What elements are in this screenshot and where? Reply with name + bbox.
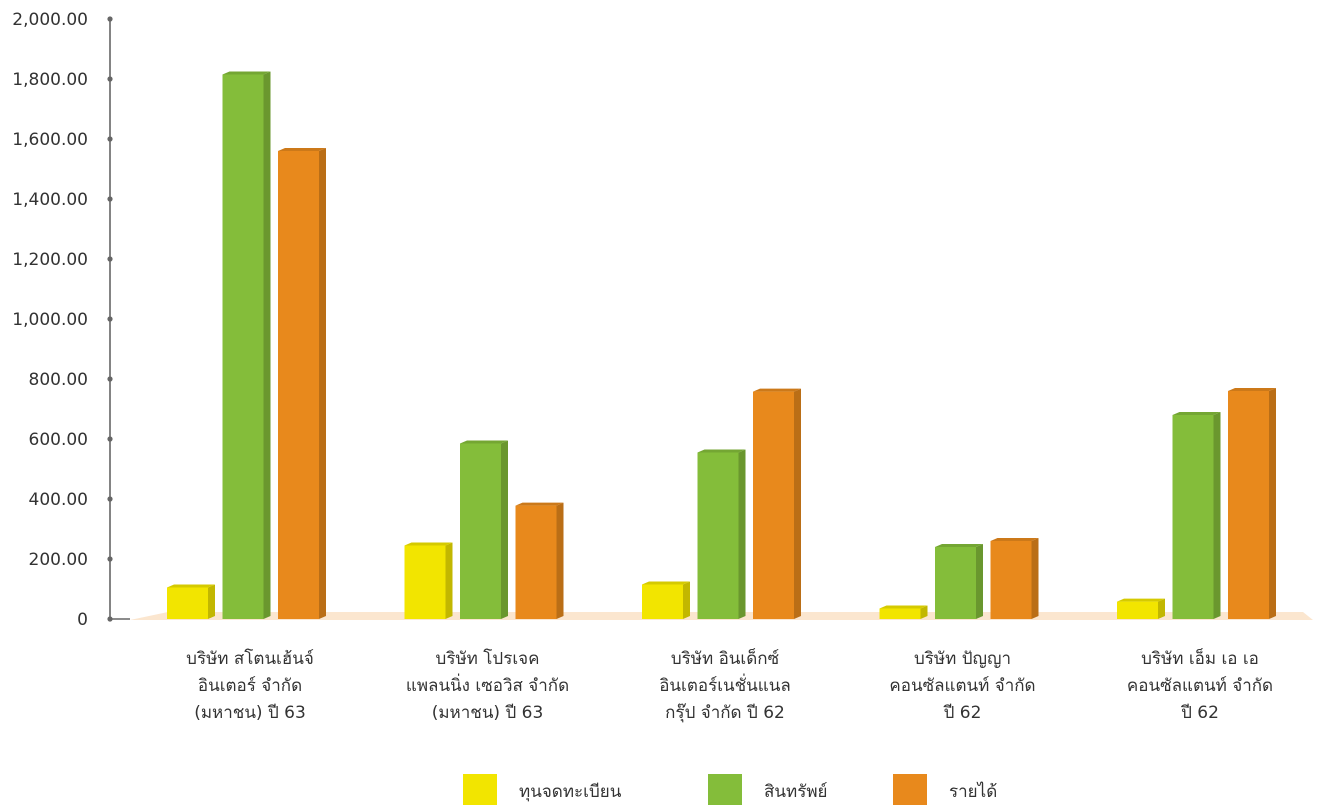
y-tick-label: 2,000.00 bbox=[12, 10, 88, 30]
y-tick-label: 200.00 bbox=[29, 550, 88, 570]
bar bbox=[1228, 388, 1276, 619]
bar bbox=[697, 449, 746, 619]
y-tick-label: 1,200.00 bbox=[12, 250, 88, 270]
y-tick-label: 1,000.00 bbox=[12, 310, 88, 330]
y-tick-mark bbox=[107, 136, 113, 142]
y-tick-mark bbox=[107, 196, 113, 202]
bar bbox=[879, 605, 928, 619]
y-tick-label: 1,400.00 bbox=[12, 190, 88, 210]
y-tick-label: 600.00 bbox=[29, 430, 88, 450]
category-label: บริษัท เอ็ม เอ เอคอนซัลแตนท์ จำกัดปี 62 bbox=[1127, 647, 1273, 723]
category-label: บริษัท โปรเจคแพลนนิ่ง เซอวิส จำกัด(มหาชน… bbox=[406, 648, 569, 723]
y-tick-mark bbox=[107, 496, 113, 502]
bar bbox=[278, 148, 326, 619]
bar bbox=[515, 502, 564, 619]
category-label: บริษัท อินเด็กซ์อินเตอร์เนชั่นแนลกรุ๊ป จ… bbox=[659, 647, 791, 723]
y-tick-mark bbox=[107, 76, 113, 82]
y-tick-label: 0 bbox=[77, 610, 88, 630]
bar bbox=[404, 542, 453, 619]
bar bbox=[935, 544, 983, 619]
y-tick-mark bbox=[107, 376, 113, 382]
y-tick-mark bbox=[107, 436, 113, 442]
legend-swatch bbox=[463, 774, 497, 805]
y-tick-label: 800.00 bbox=[29, 370, 88, 390]
category-label: บริษัท สโตนเฮ้นจ์อินเตอร์ จำกัด(มหาชน) ป… bbox=[186, 648, 314, 723]
bars bbox=[167, 71, 1276, 619]
category-label: บริษัท ปัญญาคอนซัลแตนท์ จำกัดปี 62 bbox=[889, 649, 1035, 723]
y-tick-label: 1,600.00 bbox=[12, 130, 88, 150]
y-axis: 0 200.00 400.00 600.00 800.00 1,000.00 1,200.0… bbox=[12, 10, 130, 630]
legend: ทุนจดทะเบียน สินทรัพย์ รายได้ bbox=[463, 774, 997, 805]
legend-label: รายได้ bbox=[949, 781, 997, 802]
legend-label: สินทรัพย์ bbox=[764, 782, 828, 802]
bar bbox=[753, 388, 801, 619]
legend-swatch bbox=[708, 774, 742, 805]
bar bbox=[222, 71, 271, 619]
y-tick-mark bbox=[107, 616, 113, 622]
y-tick-mark bbox=[107, 316, 113, 322]
y-tick-mark bbox=[107, 256, 113, 262]
legend-item: รายได้ bbox=[893, 774, 997, 805]
y-tick-label: 400.00 bbox=[29, 490, 88, 510]
y-tick-label: 1,800.00 bbox=[12, 70, 88, 90]
bar bbox=[642, 581, 690, 619]
legend-item: ทุนจดทะเบียน bbox=[463, 774, 622, 805]
bar bbox=[460, 440, 508, 619]
bar bbox=[167, 584, 215, 619]
bar bbox=[1117, 598, 1165, 619]
legend-label: ทุนจดทะเบียน bbox=[519, 782, 622, 802]
y-tick-mark bbox=[107, 556, 113, 562]
bar bbox=[1172, 412, 1221, 619]
bar bbox=[990, 538, 1039, 619]
legend-item: สินทรัพย์ bbox=[708, 774, 828, 805]
y-tick-mark bbox=[107, 16, 113, 22]
category-labels: บริษัท สโตนเฮ้นจ์อินเตอร์ จำกัด(มหาชน) ป… bbox=[186, 647, 1273, 723]
legend-swatch bbox=[893, 774, 927, 805]
